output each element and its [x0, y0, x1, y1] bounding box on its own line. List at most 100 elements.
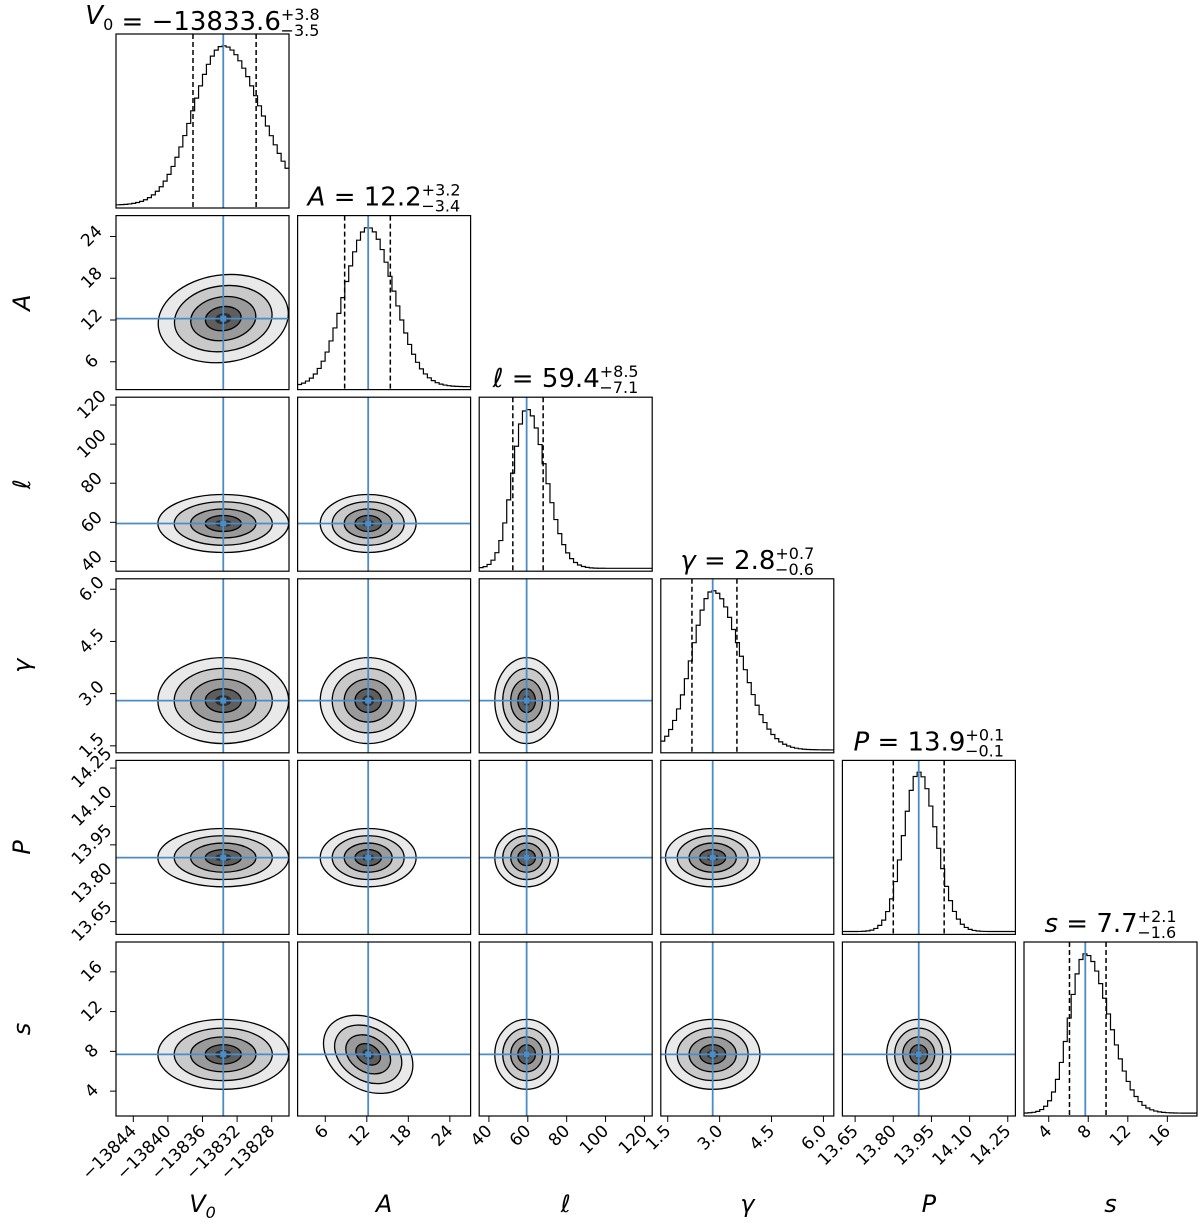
truth-point-gamma-vs-A — [365, 697, 372, 704]
panel-ell-vs-ell: ℓ = 59.4+8.5 −7.1 — [478, 362, 653, 572]
xtick-label-ell-2: 80 — [545, 1121, 574, 1150]
panel-title-gamma: γ = 2.8+0.7 −0.6 — [680, 544, 814, 579]
panel-P-vs-P: P = 13.9+0.1 −0.1 — [841, 725, 1017, 936]
panel-gamma-vs-ell — [478, 578, 653, 754]
panel-P-vs-A — [297, 759, 472, 936]
panel-frame-4-2 — [478, 759, 653, 936]
panel-frame-2-1 — [297, 396, 472, 572]
panel-frame-4-4 — [841, 759, 1017, 936]
ytick-label-s-0: 4 — [81, 1080, 103, 1102]
xtick-label-s-0: 4 — [1034, 1121, 1056, 1143]
xtick-label-ell-1: 60 — [506, 1121, 535, 1150]
panel-gamma-vs-V0: 1.53.04.56.0γ — [8, 573, 290, 762]
ytick-label-gamma-1: 3.0 — [75, 677, 108, 710]
ytick-label-gamma-3: 6.0 — [75, 573, 108, 606]
ytick-label-ell-4: 120 — [73, 386, 110, 423]
ytick-label-P-1: 13.80 — [68, 859, 117, 908]
truth-point-P-vs-ell — [523, 854, 530, 861]
panel-frame-3-3 — [660, 578, 835, 754]
truth-point-P-vs-gamma — [709, 854, 716, 861]
panel-s-vs-gamma: 1.5 3.0 4.5 6.0γ — [642, 941, 835, 1218]
histogram-ell — [479, 409, 653, 569]
xtick-label-s-1: 8 — [1074, 1121, 1096, 1143]
panel-ell-vs-A — [297, 396, 472, 572]
truth-point-s-vs-gamma — [709, 1051, 716, 1058]
histogram-V0 — [116, 45, 289, 206]
panel-title-P: P = 13.9+0.1 −0.1 — [854, 725, 1005, 760]
panel-title-s: s = 7.7+2.1 −1.6 — [1044, 907, 1176, 942]
panel-title-A: A = 12.2+3.2 −3.4 — [306, 181, 461, 216]
panel-frame-5-4 — [841, 941, 1017, 1117]
xlabel-ell: ℓ — [560, 1190, 571, 1218]
histogram-s — [1024, 953, 1197, 1114]
ylabel-s: s — [8, 1023, 36, 1036]
panel-frame-5-2 — [478, 941, 653, 1117]
ytick-label-P-3: 14.10 — [68, 782, 117, 831]
ytick-label-A-0: 6 — [81, 351, 103, 373]
truth-point-gamma-vs-ell — [523, 697, 530, 704]
xtick-label-A-3: 24 — [428, 1121, 457, 1150]
panel-frame-4-3 — [660, 759, 835, 936]
xtick-label-gamma-1: 3.0 — [694, 1121, 727, 1154]
ytick-label-s-2: 12 — [77, 997, 106, 1026]
histogram-gamma — [660, 590, 834, 751]
xtick-label-A-1: 12 — [345, 1121, 374, 1150]
xtick-label-gamma-0: 1.5 — [642, 1121, 675, 1154]
panel-P-vs-gamma — [660, 759, 835, 936]
xtick-label-A-2: 18 — [386, 1121, 415, 1150]
truth-point-P-vs-V0 — [220, 854, 227, 861]
truth-point-A-vs-V0 — [220, 315, 227, 322]
panel-frame-4-0 — [115, 759, 290, 936]
ytick-label-ell-1: 60 — [77, 508, 106, 537]
ylabel-A: A — [8, 294, 36, 312]
truth-point-ell-vs-A — [365, 520, 372, 527]
xtick-label-P-1: 13.80 — [852, 1121, 901, 1170]
xtick-label-s-2: 12 — [1106, 1121, 1135, 1150]
panel-frame-3-2 — [478, 578, 653, 754]
xtick-label-P-4: 14.25 — [967, 1121, 1016, 1170]
panel-s-vs-s: s = 7.7+2.1 −1.6 4 8 12 16 s — [1023, 907, 1198, 1218]
xlabel-A: A — [374, 1190, 392, 1218]
panel-frame-3-0 — [115, 578, 290, 754]
histogram-A — [297, 227, 471, 388]
ytick-label-A-2: 18 — [77, 264, 106, 293]
ylabel-gamma: γ — [8, 657, 36, 673]
truth-point-gamma-vs-V0 — [220, 697, 227, 704]
ytick-label-P-0: 13.65 — [68, 897, 117, 946]
panel-frame-1-1 — [297, 215, 472, 391]
truth-point-s-vs-V0 — [220, 1051, 227, 1058]
ytick-label-A-1: 12 — [77, 305, 106, 334]
xlabel-gamma: γ — [740, 1190, 756, 1218]
ylabel-ell: ℓ — [8, 479, 36, 490]
panel-gamma-vs-A — [297, 578, 472, 754]
ytick-label-s-3: 16 — [77, 957, 106, 986]
ytick-label-ell-2: 80 — [77, 469, 106, 498]
panel-frame-5-5 — [1023, 941, 1198, 1117]
panel-gamma-vs-gamma: γ = 2.8+0.7 −0.6 — [660, 544, 835, 754]
xlabel-s: s — [1104, 1190, 1117, 1218]
truth-point-s-vs-ell — [523, 1051, 530, 1058]
panel-A-vs-V0: 6 12 18 24 A — [8, 215, 290, 391]
ytick-label-A-3: 24 — [77, 222, 106, 251]
ytick-label-P-2: 13.95 — [68, 821, 117, 870]
ytick-label-ell-0: 40 — [77, 547, 106, 576]
ytick-label-s-1: 8 — [81, 1040, 103, 1062]
xtick-label-A-0: 6 — [311, 1121, 333, 1143]
panel-title-V0: V0 = −13833.6+3.8 −3.5 — [85, 1, 319, 40]
panel-s-vs-A: 6 12 18 24 A — [297, 941, 472, 1218]
xtick-label-P-3: 14.10 — [929, 1121, 978, 1170]
ytick-label-ell-3: 100 — [73, 426, 110, 463]
ylabel-P: P — [8, 840, 36, 855]
panel-frame-1-0 — [115, 215, 290, 391]
xtick-label-P-2: 13.95 — [890, 1121, 939, 1170]
panel-frame-5-1 — [297, 941, 472, 1117]
xtick-label-s-3: 16 — [1145, 1121, 1174, 1150]
panel-P-vs-ell — [478, 759, 653, 936]
panel-frame-2-0 — [115, 396, 290, 572]
ytick-label-gamma-2: 4.5 — [75, 625, 108, 658]
